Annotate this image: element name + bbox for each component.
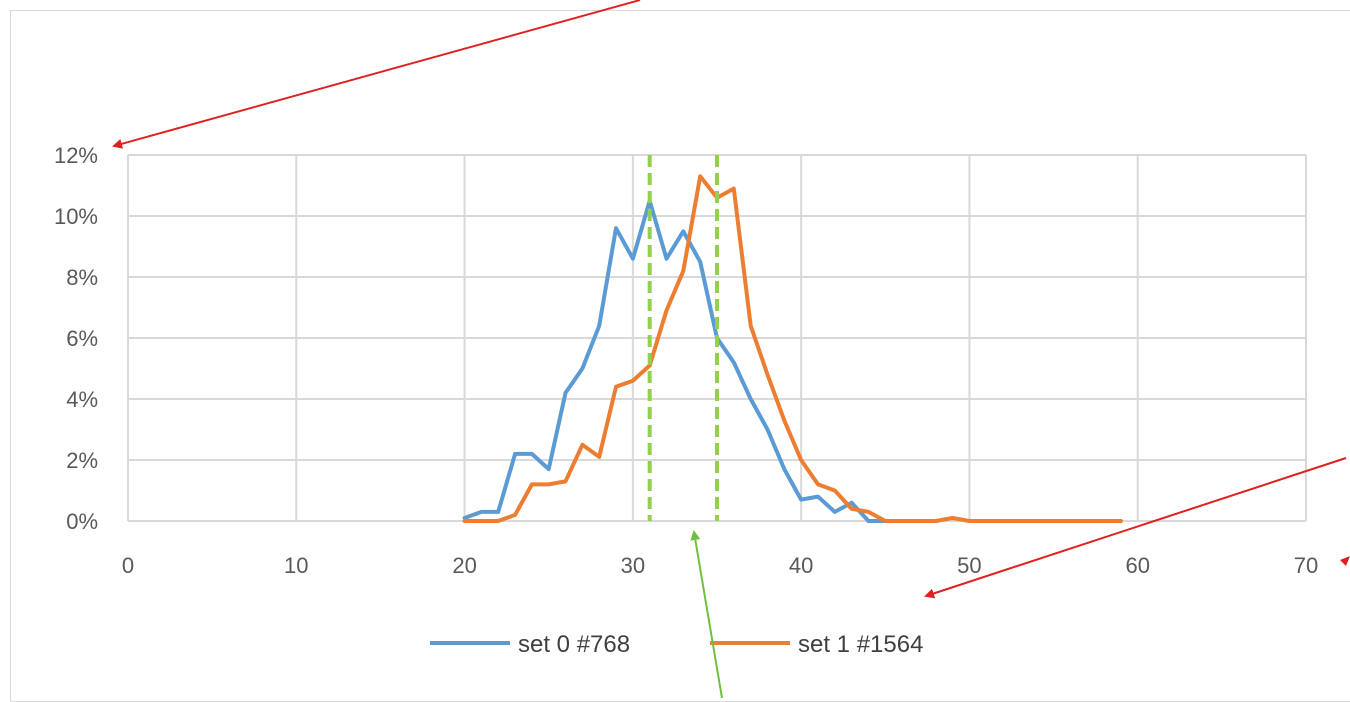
annotation-arrows <box>112 0 1350 698</box>
red-arrow-middle <box>924 457 1347 599</box>
y-tick-label: 6% <box>66 326 98 351</box>
x-tick-label: 0 <box>122 553 134 578</box>
y-tick-label: 2% <box>66 448 98 473</box>
legend-label-1: set 1 #1564 <box>798 631 923 658</box>
x-tick-label: 70 <box>1294 553 1318 578</box>
y-axis: 0% 2% 4% 6% 8% 10% 12% <box>54 143 98 534</box>
red-arrow-corner-tip <box>1340 556 1350 566</box>
y-tick-label: 10% <box>54 204 98 229</box>
chart-frame <box>10 10 1350 702</box>
series-lines <box>462 174 1123 523</box>
y-tick-label: 4% <box>66 387 98 412</box>
y-tick-label: 8% <box>66 265 98 290</box>
reference-lines <box>647 155 719 521</box>
y-tick-label: 12% <box>54 143 98 168</box>
legend: set 0 #768 set 1 #1564 <box>430 631 923 658</box>
x-tick-label: 20 <box>452 553 476 578</box>
x-axis: 0 10 20 30 40 50 60 70 <box>122 553 1318 578</box>
y-tick-label: 0% <box>66 509 98 534</box>
green-arrow <box>690 530 723 698</box>
x-tick-label: 40 <box>789 553 813 578</box>
legend-label-0: set 0 #768 <box>518 631 630 658</box>
series-line-1 <box>462 174 1123 523</box>
x-tick-label: 50 <box>957 553 981 578</box>
series-line-0 <box>462 198 905 523</box>
red-arrow-top <box>112 0 641 149</box>
x-tick-label: 30 <box>621 553 645 578</box>
x-tick-label: 10 <box>284 553 308 578</box>
x-tick-label: 60 <box>1125 553 1149 578</box>
